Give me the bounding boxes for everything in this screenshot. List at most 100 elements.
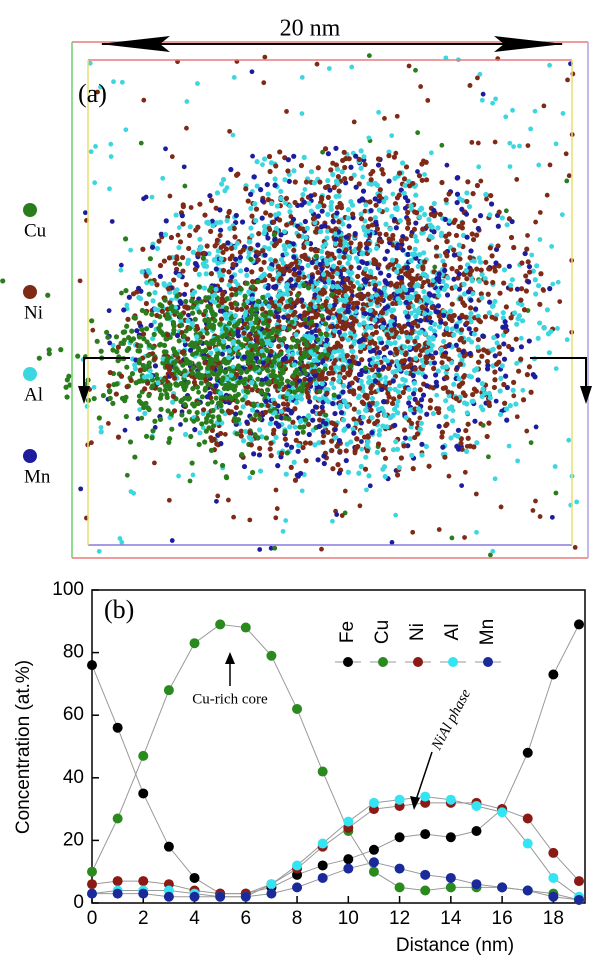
atom — [524, 247, 529, 252]
legend-marker — [23, 285, 37, 299]
atom — [191, 473, 196, 478]
y-tick-label: 100 — [52, 579, 84, 600]
atom — [555, 326, 560, 331]
atom — [309, 169, 314, 174]
atom — [392, 340, 397, 345]
atom — [182, 292, 187, 297]
atom — [335, 462, 340, 467]
atom — [476, 226, 481, 231]
atom — [206, 425, 211, 430]
atom — [188, 224, 193, 229]
atom — [178, 422, 183, 427]
atom — [263, 210, 268, 215]
atom — [373, 378, 378, 383]
atom — [373, 259, 378, 264]
atom — [296, 449, 301, 454]
atom — [397, 193, 402, 198]
atom — [234, 301, 239, 306]
atom — [344, 458, 349, 463]
atom — [354, 421, 359, 426]
atom — [383, 280, 388, 285]
atom — [341, 255, 346, 260]
atom — [525, 372, 530, 377]
atom — [508, 164, 513, 169]
atom — [291, 154, 296, 159]
data-point — [241, 623, 251, 633]
atom — [436, 289, 441, 294]
atom — [373, 203, 378, 208]
atom — [193, 267, 198, 272]
atom — [531, 508, 536, 513]
atom — [370, 169, 375, 174]
atom — [361, 320, 366, 325]
atom — [454, 396, 459, 401]
atom — [492, 385, 497, 390]
atom — [533, 291, 538, 296]
atom — [292, 406, 297, 411]
atom — [286, 313, 291, 318]
atom — [395, 447, 400, 452]
atom — [246, 359, 251, 364]
atom — [519, 336, 524, 341]
atom — [262, 156, 267, 161]
atom — [348, 165, 353, 170]
y-tick-label: 40 — [63, 767, 84, 788]
atom — [273, 410, 278, 415]
atom — [269, 373, 274, 378]
atom — [459, 313, 464, 318]
atom — [373, 324, 378, 329]
atom — [347, 254, 352, 259]
atom — [282, 177, 287, 182]
data-point — [343, 854, 353, 864]
atom — [235, 321, 240, 326]
atom — [503, 329, 508, 334]
atom — [524, 288, 529, 293]
atom — [182, 164, 187, 169]
atom — [382, 413, 387, 418]
atom — [401, 443, 406, 448]
legend-marker — [23, 449, 37, 463]
atom — [336, 194, 341, 199]
atom — [192, 290, 197, 295]
atom — [145, 381, 150, 386]
atom — [337, 248, 342, 253]
data-point — [292, 704, 302, 714]
atom — [333, 423, 338, 428]
atom — [132, 315, 137, 320]
atom — [321, 244, 326, 249]
atom — [437, 314, 442, 319]
atom — [396, 263, 401, 268]
atom — [459, 207, 464, 212]
atom — [227, 336, 232, 341]
atom — [480, 98, 485, 103]
atom — [489, 253, 494, 258]
atom — [300, 192, 305, 197]
atom — [388, 226, 393, 231]
atom — [501, 310, 506, 315]
atom — [381, 199, 386, 204]
atom — [404, 415, 409, 420]
atom — [330, 172, 335, 177]
atom — [359, 251, 364, 256]
atom — [444, 422, 449, 427]
atom — [119, 540, 124, 545]
atom — [276, 307, 281, 312]
atom — [316, 368, 321, 373]
atom — [262, 228, 267, 233]
atom — [107, 308, 112, 313]
atom — [395, 207, 400, 212]
atom — [249, 380, 254, 385]
atom — [426, 340, 431, 345]
atom — [411, 373, 416, 378]
atom — [475, 183, 480, 188]
atom — [346, 337, 351, 342]
atom — [348, 363, 353, 368]
atom — [352, 120, 357, 125]
atom — [505, 222, 510, 227]
atom — [346, 470, 351, 475]
atom — [283, 356, 288, 361]
data-point — [215, 619, 225, 629]
atom — [133, 366, 138, 371]
data-point — [318, 767, 328, 777]
atom — [325, 261, 330, 266]
